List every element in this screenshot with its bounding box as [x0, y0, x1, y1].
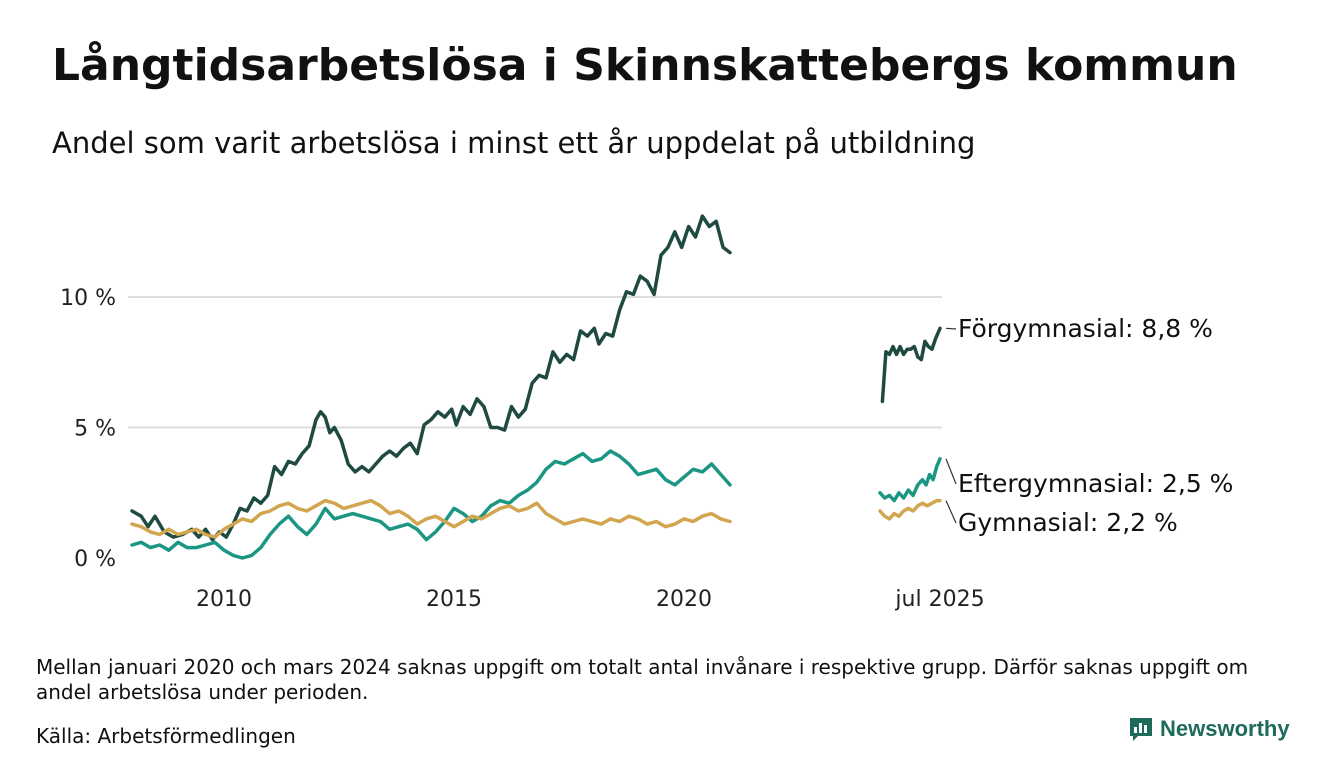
- end-label-förgymnasial: Förgymnasial: 8,8 %: [958, 314, 1213, 343]
- footnote: Mellan januari 2020 och mars 2024 saknas…: [36, 655, 1249, 704]
- y-tick-label: 10 %: [60, 286, 116, 311]
- end-label-eftergymnasial: Eftergymnasial: 2,5 %: [958, 469, 1233, 498]
- y-tick-label: 0 %: [74, 547, 116, 572]
- x-tick-label: 2010: [196, 587, 252, 612]
- newsworthy-logo-icon: [1130, 718, 1152, 741]
- x-axis: 2010 2015 2020 jul 2025: [196, 587, 985, 612]
- grid-layer: [128, 296, 942, 429]
- newsworthy-logo: Newsworthy: [1128, 716, 1290, 742]
- series-line-eftergymnasial-2: [878, 457, 942, 503]
- end-label-gymnasial: Gymnasial: 2,2 %: [958, 508, 1178, 537]
- end-label-leader-förgymnasial: [945, 327, 957, 330]
- series-layer: [130, 214, 942, 560]
- end-label-leader-eftergymnasial: [945, 458, 957, 485]
- chart-title: Långtidsarbetslösa i Skinnskattebergs ko…: [52, 40, 1238, 91]
- x-tick-label: 2015: [426, 587, 482, 612]
- series-line-gymnasial-1: [130, 498, 732, 539]
- y-tick-label: 5 %: [74, 417, 116, 442]
- x-tick-label: 2020: [656, 587, 712, 612]
- source-note: Källa: Arbetsförmedlingen: [36, 724, 296, 748]
- series-line-förgymnasial-1: [130, 214, 732, 542]
- line-chart: 0 % 5 % 10 % 2010 2015 2020 jul 2025 Förgymna…: [60, 214, 1233, 612]
- newsworthy-logo-text: Newsworthy: [1160, 716, 1290, 741]
- series-line-förgymnasial-2: [880, 326, 942, 404]
- chart-subtitle: Andel som varit arbetslösa i minst ett å…: [52, 126, 976, 160]
- x-tick-label: jul 2025: [894, 587, 984, 612]
- series-line-gymnasial-2: [878, 498, 942, 521]
- y-axis: 0 % 5 % 10 %: [60, 286, 116, 572]
- end-label-leader-gymnasial: [945, 500, 957, 524]
- series-line-eftergymnasial-1: [130, 449, 732, 560]
- end-labels: Förgymnasial: 8,8 % Eftergymnasial: 2,5 %…: [945, 314, 1233, 537]
